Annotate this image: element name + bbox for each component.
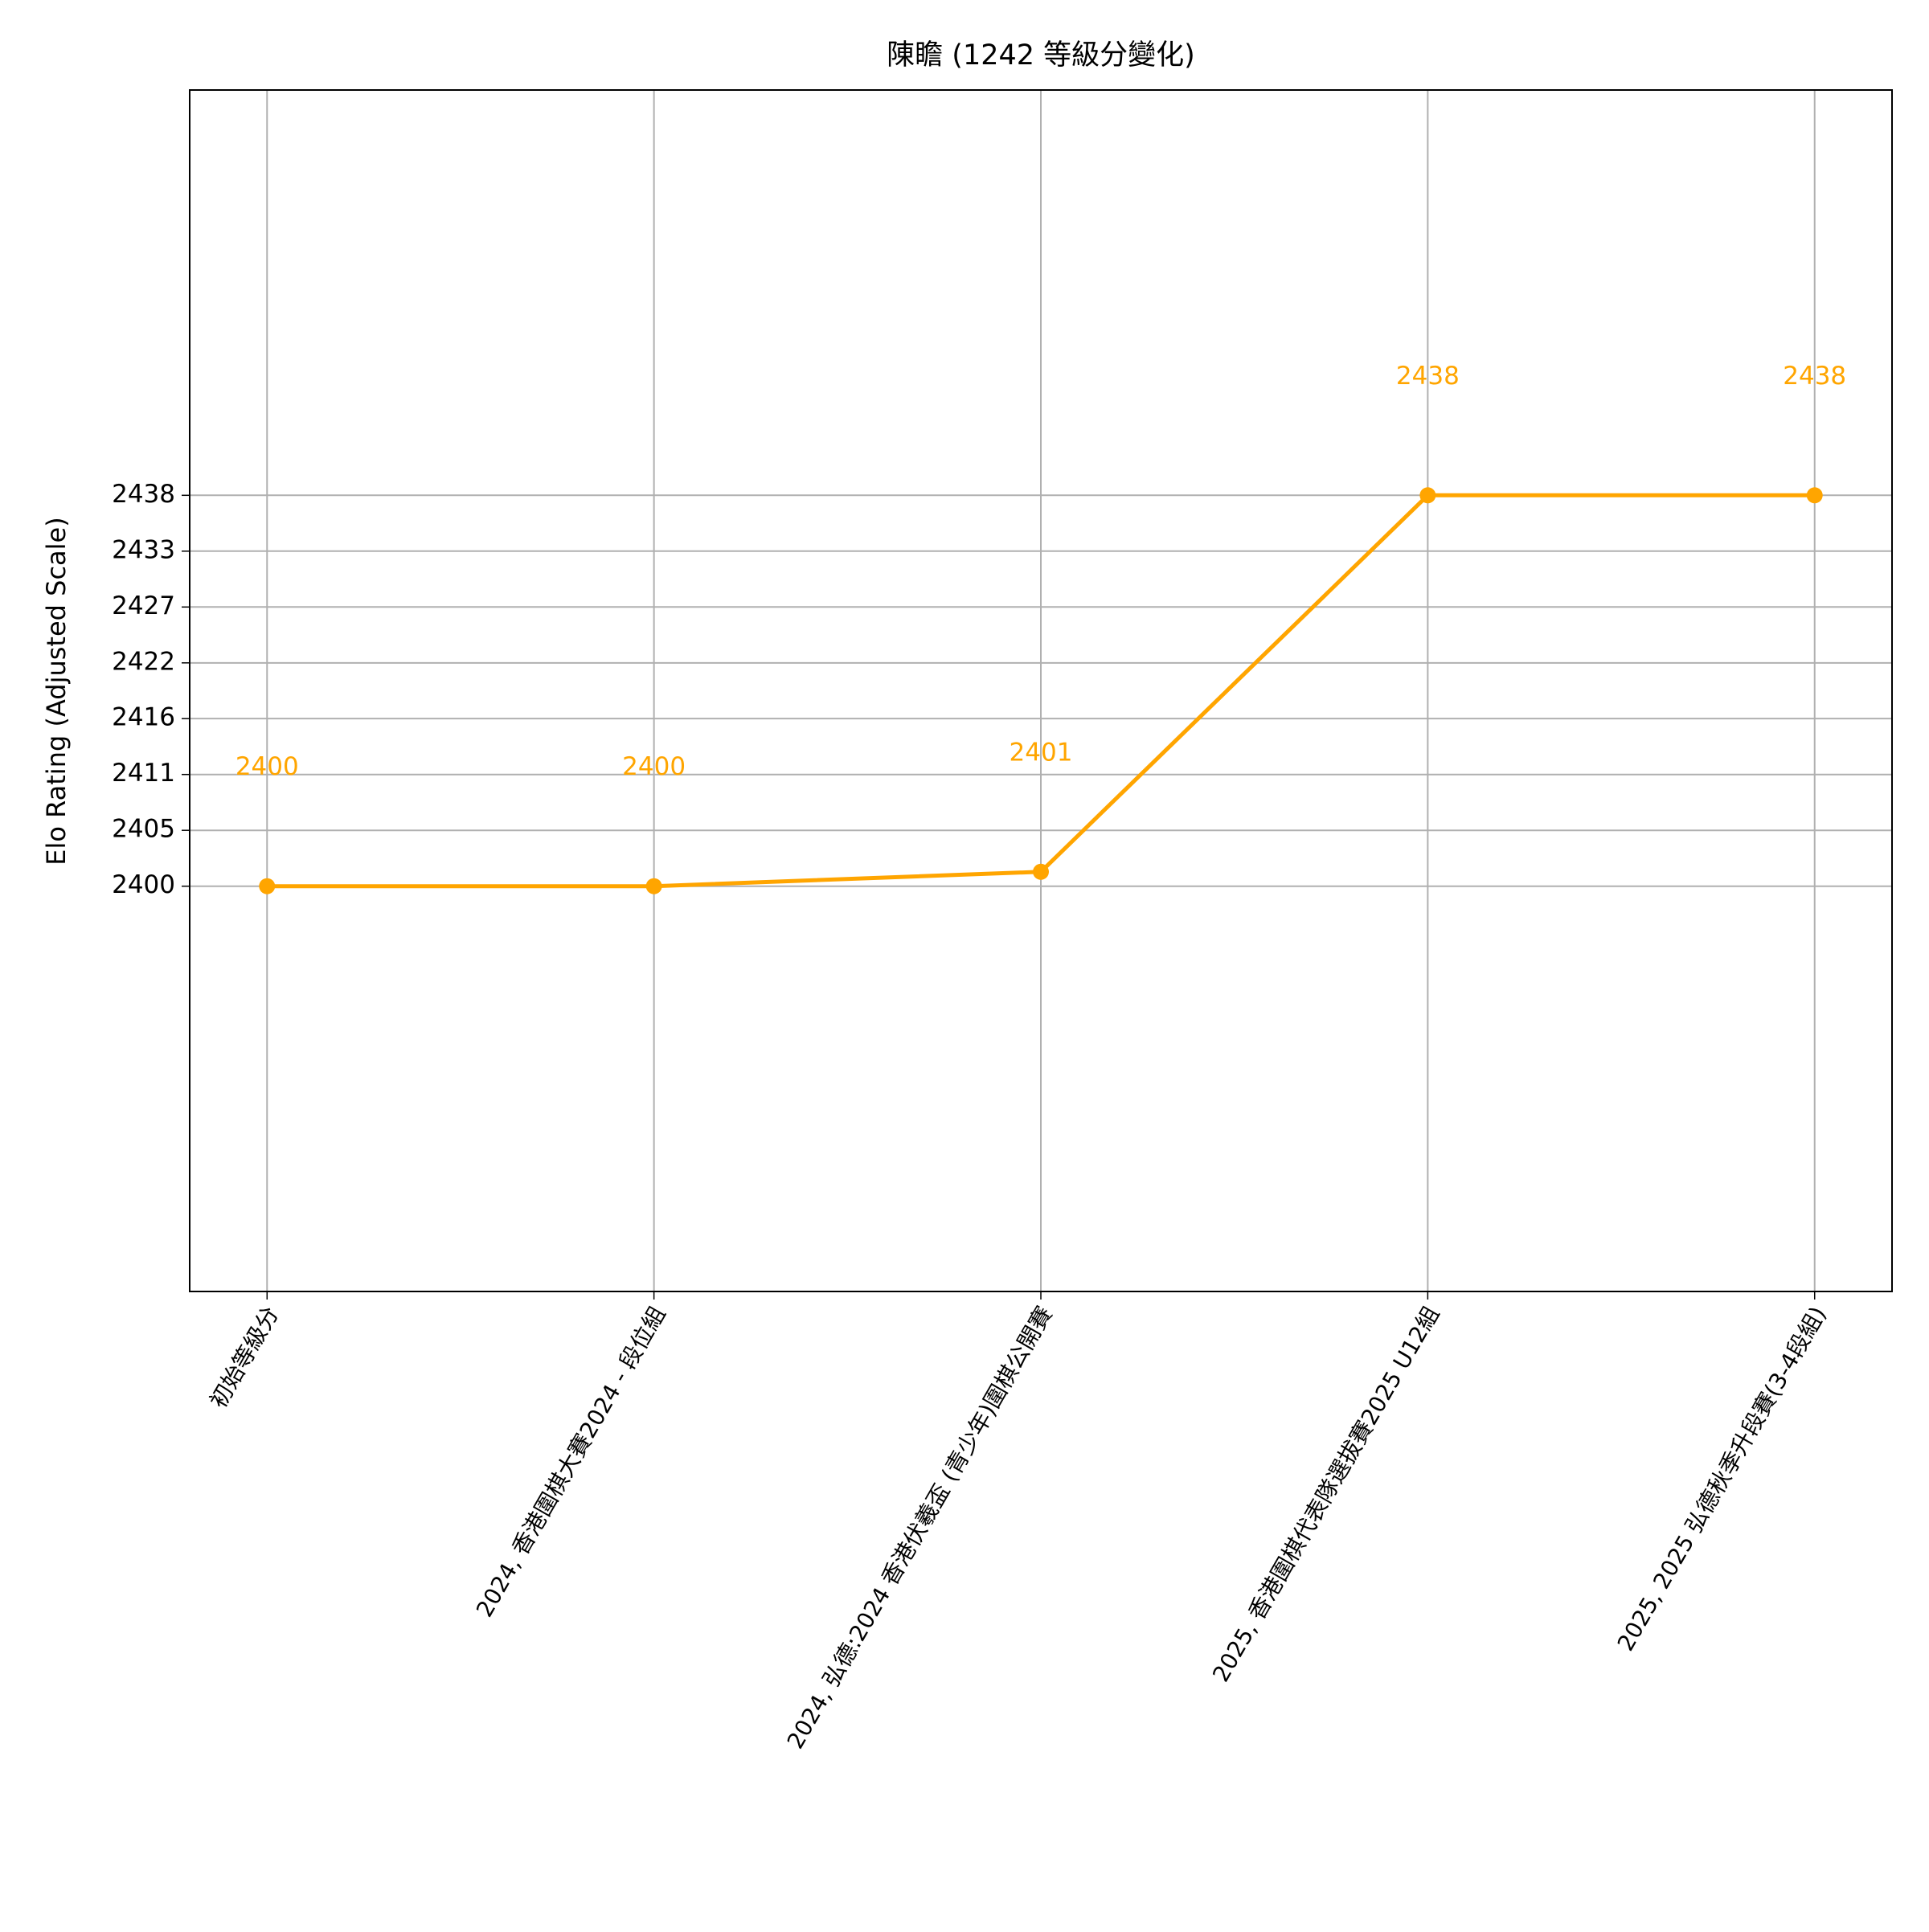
y-tick-label: 2405 bbox=[112, 815, 175, 844]
chart-title: 陳瞻 (1242 等級分變化) bbox=[887, 39, 1195, 72]
x-tick-label: 2024, 香港圍棋大賽2024 - 段位組 bbox=[471, 1302, 671, 1622]
value-label: 2438 bbox=[1783, 362, 1846, 391]
plot-frame bbox=[189, 89, 1893, 1292]
value-label: 2400 bbox=[235, 752, 299, 781]
y-tick-label: 2438 bbox=[112, 480, 175, 509]
marker bbox=[1806, 487, 1823, 504]
y-tick-label: 2411 bbox=[112, 759, 175, 788]
x-tick-label: 初始等級分 bbox=[205, 1302, 285, 1413]
y-tick-label: 2400 bbox=[112, 870, 175, 899]
x-tick-label: 2025, 2025 弘德秋季升段賽(3-4段組) bbox=[1612, 1302, 1832, 1656]
marker bbox=[259, 878, 276, 894]
y-tick-label: 2422 bbox=[112, 647, 175, 676]
y-tick-label: 2433 bbox=[112, 535, 175, 564]
y-axis-label: Elo Rating (Adjusted Scale) bbox=[41, 517, 72, 865]
x-tick-label: 2024, 弘德:2024 香港伏羲盃 (青少年)圍棋公開賽 bbox=[782, 1302, 1058, 1754]
y-tick-label: 2427 bbox=[112, 591, 175, 620]
value-label: 2438 bbox=[1396, 362, 1460, 391]
x-tick-label: 2025, 香港圍棋代表隊選拔賽2025 U12組 bbox=[1207, 1302, 1444, 1686]
value-label: 2401 bbox=[1010, 738, 1073, 767]
y-tick-label: 2416 bbox=[112, 703, 175, 732]
marker bbox=[1033, 863, 1049, 880]
marker bbox=[645, 878, 662, 894]
marker bbox=[1419, 487, 1436, 504]
value-label: 2400 bbox=[622, 752, 686, 781]
